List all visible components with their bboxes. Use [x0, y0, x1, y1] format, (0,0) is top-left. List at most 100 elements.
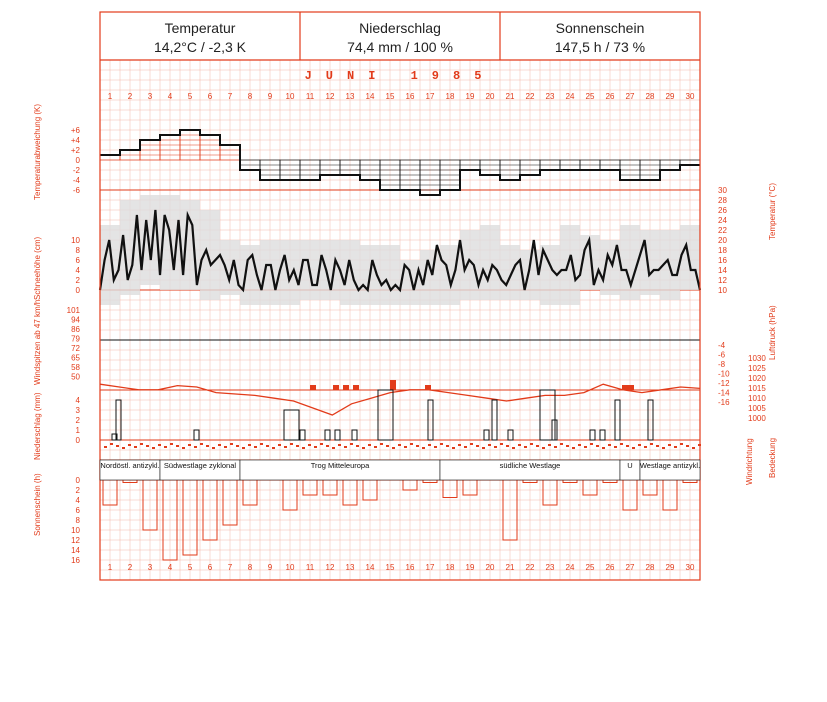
temp-dev-outline — [100, 129, 700, 196]
day-label-top: 26 — [606, 92, 615, 101]
day-label-top: 10 — [286, 92, 295, 101]
cloud-mark — [284, 446, 287, 448]
temp-tick-right: 16 — [718, 256, 727, 265]
precip-tick: 2 — [76, 416, 81, 425]
cloud-mark — [224, 446, 227, 448]
temp-dev-tick: -2 — [73, 166, 81, 175]
pressure-tick: 1005 — [748, 404, 766, 413]
wind-gust-bar — [628, 385, 634, 390]
cloud-mark — [668, 444, 671, 446]
day-label-top: 9 — [268, 92, 273, 101]
cloud-mark — [596, 445, 599, 447]
temp-neg-tick: -16 — [718, 398, 730, 407]
temp-range-band — [500, 245, 520, 300]
precip-bar — [589, 429, 596, 441]
wind-tick: 94 — [71, 316, 80, 325]
day-label-bottom: 3 — [148, 563, 153, 572]
precip-value: 74,4 mm / 100 % — [347, 39, 453, 55]
cloud-mark — [584, 446, 587, 448]
cloud-axis-label: Bedeckung — [768, 438, 777, 478]
cloud-mark — [236, 445, 239, 447]
temp-range-band — [440, 245, 460, 305]
weather-type-cell — [639, 459, 701, 481]
cloud-mark — [644, 446, 647, 448]
wind-tick: 50 — [71, 373, 80, 382]
cloud-mark — [626, 445, 629, 447]
weather-type-label: Trog Mitteleuropa — [311, 461, 370, 470]
day-label-bottom: 1 — [108, 563, 113, 572]
cloud-mark — [230, 443, 233, 445]
cloud-mark — [578, 444, 581, 446]
cloud-mark — [302, 447, 305, 449]
temp-neg-tick: -8 — [718, 360, 726, 369]
day-label-bottom: 11 — [306, 563, 315, 572]
cloud-mark — [194, 446, 197, 448]
cloud-mark — [530, 443, 533, 445]
day-label-top: 8 — [248, 92, 253, 101]
cloud-mark — [638, 444, 641, 446]
cloud-mark — [662, 447, 665, 449]
sun-axis-label: Sonnenschein (h) — [33, 473, 42, 536]
cloud-mark — [398, 444, 401, 446]
day-label-bottom: 21 — [506, 563, 515, 572]
cloud-mark — [518, 444, 521, 446]
cloud-mark — [608, 444, 611, 446]
temp-range-band — [200, 210, 220, 300]
cloud-mark — [176, 445, 179, 447]
wind-tick: 58 — [71, 363, 80, 372]
cloud-mark — [326, 445, 329, 447]
day-label-bottom: 19 — [466, 563, 475, 572]
sun-tick: 16 — [71, 556, 80, 565]
temp-range-band — [560, 225, 580, 305]
precip-bar — [551, 419, 558, 441]
cloud-mark — [248, 444, 251, 446]
snow-tick: 6 — [76, 256, 81, 265]
precip-tick: 0 — [76, 436, 81, 445]
sun-tick: 6 — [76, 506, 81, 515]
day-label-top: 3 — [148, 92, 153, 101]
cloud-mark — [440, 443, 443, 445]
cloud-mark — [470, 443, 473, 445]
cloud-mark — [692, 447, 695, 449]
day-label-top: 11 — [306, 92, 315, 101]
temp-value: 14,2°C / -2,3 K — [154, 39, 247, 55]
wind-gust-bar — [310, 385, 316, 390]
cloud-mark — [356, 445, 359, 447]
cloud-mark — [542, 447, 545, 449]
cloud-mark — [482, 447, 485, 449]
chart-frame — [99, 11, 701, 581]
cloud-mark — [374, 446, 377, 448]
day-label-bottom: 7 — [228, 563, 233, 572]
precip-bar — [614, 399, 621, 441]
day-label-top: 17 — [426, 92, 435, 101]
cloud-mark — [476, 445, 479, 447]
day-label-bottom: 29 — [666, 563, 675, 572]
cloud-mark — [188, 444, 191, 446]
day-label-top: 28 — [646, 92, 655, 101]
temp-tick-right: 26 — [718, 206, 727, 215]
day-label-top: 6 — [208, 92, 213, 101]
precip-tick: 4 — [76, 396, 81, 405]
cloud-mark — [296, 445, 299, 447]
precip-bar — [507, 429, 514, 441]
cloud-mark — [266, 445, 269, 447]
month-title: JUNI 1985 — [305, 69, 496, 83]
cloud-mark — [134, 446, 137, 448]
cloud-mark — [308, 444, 311, 446]
temp-range-band — [420, 250, 440, 305]
temp-dev-tick: 0 — [76, 156, 81, 165]
temp-dev-tick: +4 — [71, 136, 81, 145]
temperature-line — [98, 209, 702, 293]
snow-tick: 0 — [76, 286, 81, 295]
cloud-mark — [170, 443, 173, 445]
cloud-mark — [506, 445, 509, 447]
day-label-top: 23 — [546, 92, 555, 101]
day-label-bottom: 6 — [208, 563, 213, 572]
pressure-tick: 1010 — [748, 394, 766, 403]
wind-tick: 86 — [71, 325, 80, 334]
sun-tick: 2 — [76, 486, 81, 495]
pressure-tick: 1025 — [748, 364, 766, 373]
cloud-mark — [182, 447, 185, 449]
temp-range-band — [260, 240, 280, 305]
day-label-top: 20 — [486, 92, 495, 101]
